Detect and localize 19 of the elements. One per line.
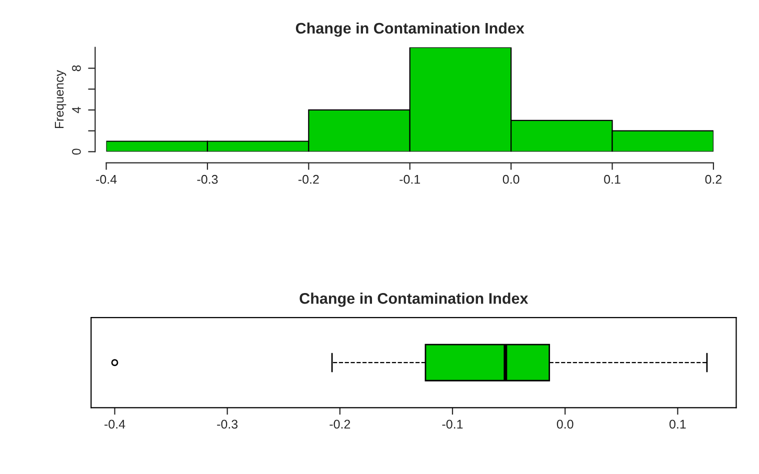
x-tick-label: -0.1 bbox=[400, 174, 420, 184]
x-tick-label: 0.2 bbox=[705, 174, 722, 184]
x-tick-label: -0.3 bbox=[197, 174, 218, 184]
y-tick-label: 8 bbox=[72, 65, 81, 72]
chart-title: Change in Contamination Index bbox=[296, 22, 524, 37]
x-tick-label: 0.0 bbox=[502, 174, 520, 184]
x-tick-label: -0.2 bbox=[330, 420, 350, 429]
x-tick-label: -0.2 bbox=[298, 174, 319, 184]
x-tick-label: 0.1 bbox=[604, 174, 620, 184]
x-tick-label: -0.4 bbox=[104, 420, 126, 429]
y-tick-label: 4 bbox=[72, 106, 81, 114]
x-tick-label: -0.4 bbox=[96, 174, 117, 184]
x-tick-label: -0.3 bbox=[217, 420, 238, 429]
x-tick-label: 0.1 bbox=[669, 420, 686, 429]
y-axis-title: Frequency bbox=[54, 70, 66, 128]
chart-title: Change in Contamination Index bbox=[300, 292, 528, 307]
y-tick-label: 0 bbox=[72, 148, 81, 155]
x-tick-label: 0.0 bbox=[556, 420, 574, 429]
x-tick-label: -0.1 bbox=[442, 420, 463, 429]
